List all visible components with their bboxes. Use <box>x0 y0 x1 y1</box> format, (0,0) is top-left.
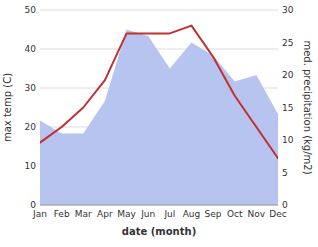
y2-tick-label: 10 <box>282 135 294 145</box>
x-tick-label: Apr <box>97 209 113 219</box>
x-tick-label: Jul <box>163 209 175 219</box>
baseline <box>40 205 278 206</box>
x-tick-label: Jun <box>140 209 155 219</box>
axes: JanFebMarAprMayJunJulAugSepOctNovDec0102… <box>2 5 313 237</box>
chart: JanFebMarAprMayJunJulAugSepOctNovDec0102… <box>0 0 318 247</box>
x-tick-label: Jan <box>32 209 47 219</box>
y-tick-label: 0 <box>30 200 36 210</box>
y-tick-label: 50 <box>25 5 37 15</box>
y2-tick-label: 15 <box>282 103 293 113</box>
marks <box>40 26 278 205</box>
x-tick-label: Oct <box>227 209 243 219</box>
y2-tick-label: 20 <box>282 70 294 80</box>
x-tick-label: Nov <box>248 209 266 219</box>
grid <box>40 10 278 205</box>
grid-line <box>40 205 278 206</box>
y2-tick-label: 0 <box>282 200 288 210</box>
grid-line <box>40 49 278 50</box>
x-tick-label: Aug <box>183 209 201 219</box>
x-tick-label: Sep <box>205 209 222 219</box>
y2-tick-label: 5 <box>282 168 288 178</box>
y2-axis-title: med. precipitation (kg/m2) <box>302 40 313 174</box>
x-tick-label: Dec <box>269 209 286 219</box>
x-axis-title: date (month) <box>122 226 196 237</box>
y-tick-label: 40 <box>25 44 37 54</box>
x-tick-label: Feb <box>54 209 70 219</box>
y-tick-label: 30 <box>25 83 37 93</box>
y-tick-label: 10 <box>25 161 37 171</box>
y-axis-title: max temp (C) <box>2 73 13 142</box>
temperature-line <box>40 26 278 159</box>
y2-tick-label: 30 <box>282 5 294 15</box>
x-tick-label: Mar <box>75 209 92 219</box>
precipitation-area <box>40 30 278 206</box>
chart-container: JanFebMarAprMayJunJulAugSepOctNovDec0102… <box>0 0 318 247</box>
y-tick-label: 20 <box>25 122 37 132</box>
grid-line <box>40 10 278 11</box>
x-tick-label: May <box>117 209 136 219</box>
y2-tick-label: 25 <box>282 38 293 48</box>
